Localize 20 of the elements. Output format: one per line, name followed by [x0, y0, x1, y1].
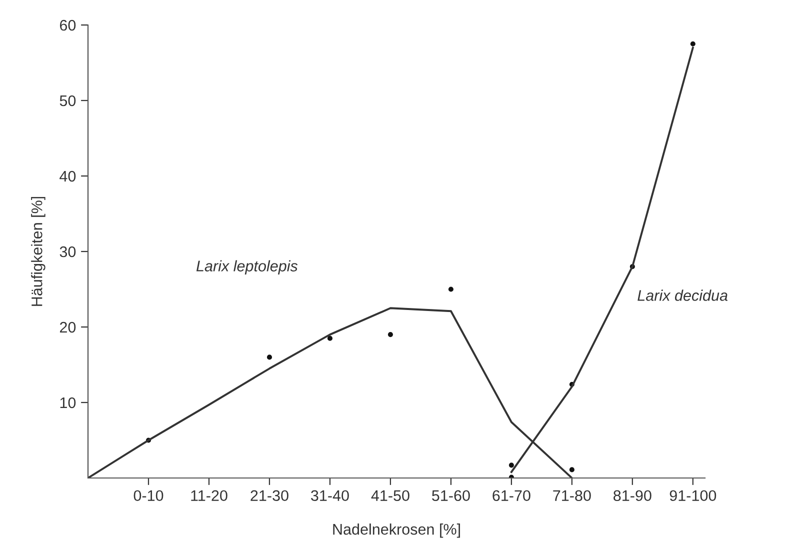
- x-tick-label: 41-50: [371, 490, 410, 502]
- annotation: Larix decidua: [638, 290, 728, 301]
- x-tick-label: 21-30: [250, 490, 288, 502]
- annotation: Larix leptolepis: [196, 260, 298, 274]
- x-tick-label: 61-70: [492, 490, 530, 502]
- x-tick-label: 0-10: [134, 490, 164, 502]
- y-tick-label: 60: [60, 20, 76, 31]
- y-tick-label: 40: [60, 170, 76, 182]
- y-tick-label: 10: [60, 397, 76, 408]
- y-axis-title: Häufigkeiten [%]: [31, 196, 46, 306]
- x-tick-label: 11-20: [191, 490, 228, 502]
- x-axis-title: Nadelnekrosen [%]: [333, 523, 460, 538]
- x-tick-label: 81-90: [614, 490, 652, 502]
- x-tick-label: 71-80: [553, 490, 591, 502]
- y-tick-label: 50: [60, 95, 76, 106]
- y-tick-label: 20: [60, 322, 76, 333]
- x-tick-label: 91-100: [670, 490, 716, 502]
- x-tick-label: 51-60: [432, 490, 470, 502]
- x-tick-label: 31-40: [311, 490, 349, 502]
- y-tick-label: 30: [60, 246, 76, 258]
